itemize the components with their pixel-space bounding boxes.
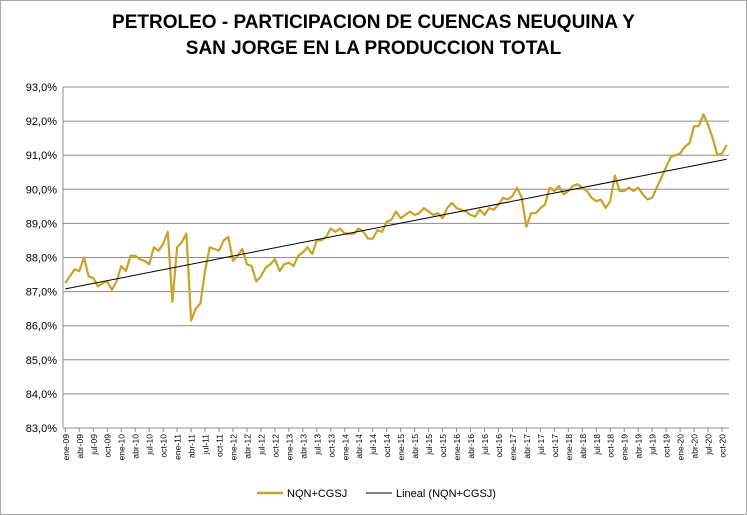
x-tick-label: abr-18 bbox=[578, 434, 588, 459]
x-tick-label: abr-12 bbox=[242, 434, 252, 459]
y-tick-label: 90,0% bbox=[26, 184, 57, 196]
x-tick-label: jul-17 bbox=[536, 434, 546, 456]
x-tick-label: oct-16 bbox=[494, 434, 504, 458]
chart-title: PETROLEO - PARTICIPACION DE CUENCAS NEUQ… bbox=[0, 10, 747, 62]
x-tick-label: jul-15 bbox=[424, 434, 434, 456]
legend-label-trendline: Lineal (NQN+CGSJ) bbox=[396, 488, 496, 500]
x-tick-label: ene-09 bbox=[61, 434, 71, 461]
x-tick-label: oct-20 bbox=[718, 434, 728, 458]
chart-title-line-1: PETROLEO - PARTICIPACION DE CUENCAS NEUQ… bbox=[112, 12, 635, 33]
x-tick-label: oct-12 bbox=[270, 434, 280, 458]
x-tick-label: ene-12 bbox=[228, 434, 238, 461]
y-tick-label: 85,0% bbox=[26, 355, 57, 367]
x-tick-label: jul-16 bbox=[480, 434, 490, 456]
series-lines bbox=[64, 113, 728, 322]
x-tick-label: abr-20 bbox=[690, 434, 700, 459]
x-tick-label: ene-11 bbox=[173, 434, 183, 460]
x-tick-label: oct-09 bbox=[103, 434, 113, 458]
legend: NQN+CGSJ Lineal (NQN+CGSJ) bbox=[257, 488, 496, 500]
x-tick-label: abr-17 bbox=[522, 434, 532, 459]
y-tick-label: 83,0% bbox=[26, 423, 57, 435]
legend-label-nqn-cgsj: NQN+CGSJ bbox=[287, 488, 347, 500]
x-tick-label: ene-13 bbox=[284, 434, 294, 461]
y-tick-label: 87,0% bbox=[26, 287, 57, 299]
x-tick-label: abr-15 bbox=[410, 434, 420, 459]
x-tick-label: oct-10 bbox=[159, 434, 169, 458]
x-tick-label: ene-14 bbox=[340, 434, 350, 461]
x-tick-labels: ene-09 abr-09 jul-09 oct-09 ene-10 abr-10 jul-… bbox=[61, 434, 728, 461]
x-tick-label: abr-10 bbox=[131, 434, 141, 459]
x-tick-label: abr-14 bbox=[354, 434, 364, 459]
y-tick-label: 93,0% bbox=[26, 82, 57, 94]
x-tick-label: abr-16 bbox=[466, 434, 476, 459]
y-tick-label: 92,0% bbox=[26, 116, 57, 128]
x-tick-label: abr-13 bbox=[298, 434, 308, 459]
gridlines bbox=[63, 86, 729, 429]
x-tick-label: abr-11 bbox=[187, 434, 197, 458]
x-tick-label: oct-13 bbox=[326, 434, 336, 458]
x-tick-label: oct-14 bbox=[382, 434, 392, 458]
x-tick-label: jul-18 bbox=[592, 434, 602, 456]
x-tick-label: jul-12 bbox=[256, 434, 266, 456]
y-tick-label: 86,0% bbox=[26, 321, 57, 333]
x-tick-label: jul-13 bbox=[312, 434, 322, 456]
y-tick-label: 89,0% bbox=[26, 218, 57, 230]
x-tick-label: jul-10 bbox=[145, 434, 155, 456]
x-tick-label: abr-09 bbox=[75, 434, 85, 459]
x-tick-label: ene-15 bbox=[396, 434, 406, 461]
x-tick-label: jul-11 bbox=[201, 434, 211, 455]
series-line-nqn-cgsj bbox=[64, 113, 728, 322]
x-tick-label: jul-19 bbox=[648, 434, 658, 456]
x-tick-label: oct-15 bbox=[438, 434, 448, 458]
y-tick-label: 84,0% bbox=[26, 389, 57, 401]
chart-title-line-2: SAN JORGE EN LA PRODUCCION TOTAL bbox=[185, 38, 562, 59]
x-tick-label: ene-17 bbox=[508, 434, 518, 461]
x-tick-label: ene-18 bbox=[564, 434, 574, 461]
y-tick-label: 88,0% bbox=[26, 253, 57, 265]
x-tick-label: ene-19 bbox=[620, 434, 630, 461]
x-tick-label: jul-20 bbox=[704, 434, 714, 456]
x-tick-label: abr-19 bbox=[634, 434, 644, 459]
x-tick-label: oct-18 bbox=[606, 434, 616, 458]
y-tick-labels: 83,0% 84,0% 85,0% 86,0% 87,0% 88,0% 89,0% 90,0%… bbox=[26, 82, 57, 435]
x-tick-label: jul-09 bbox=[89, 434, 99, 456]
x-tick-label: ene-16 bbox=[452, 434, 462, 461]
x-tick-label: jul-14 bbox=[368, 434, 378, 456]
x-tick-label: oct-11 bbox=[215, 434, 225, 457]
x-tick-label: ene-10 bbox=[117, 434, 127, 461]
x-tick-label: ene-20 bbox=[676, 434, 686, 461]
y-tick-label: 91,0% bbox=[26, 150, 57, 162]
x-tick-label: oct-17 bbox=[550, 434, 560, 458]
x-tick-label: oct-19 bbox=[662, 434, 672, 458]
trendline-linear bbox=[65, 158, 727, 290]
axes bbox=[62, 87, 729, 432]
